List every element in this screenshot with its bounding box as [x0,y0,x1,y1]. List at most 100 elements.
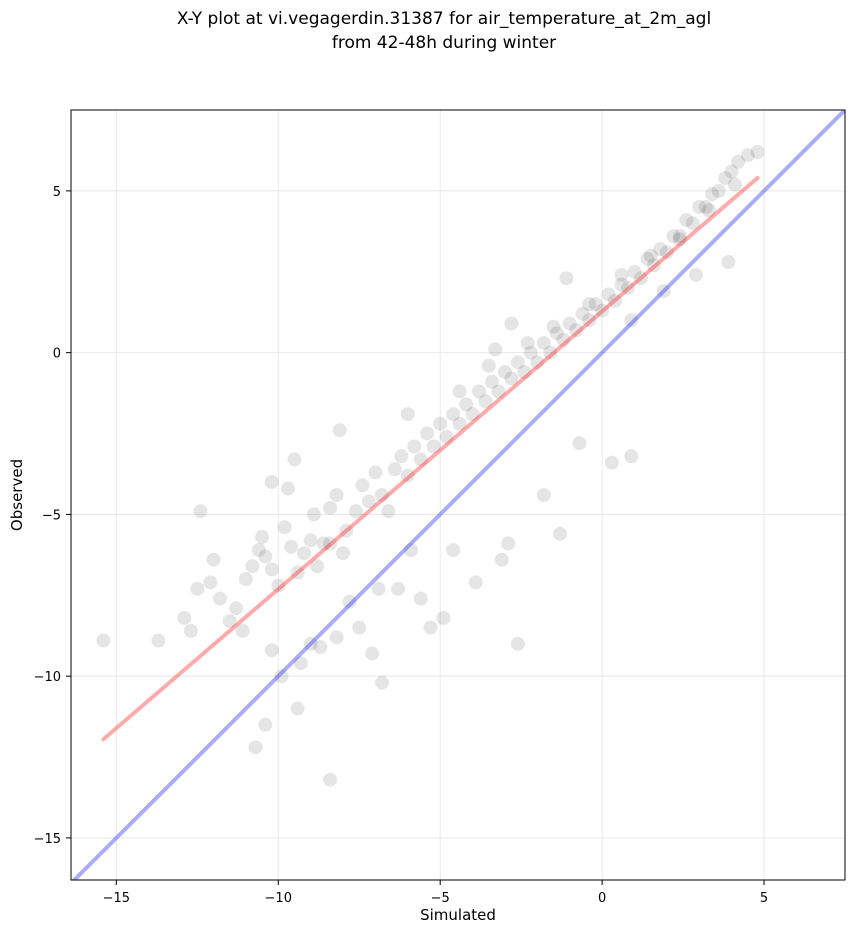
y-axis-label: Observed [8,459,26,531]
data-point [488,342,503,357]
data-point [575,306,590,321]
data-point [374,675,389,690]
data-point [705,187,720,202]
data-point [368,465,383,480]
x-tick-label: 0 [598,891,606,906]
y-tick-label: 5 [53,185,61,200]
data-point [271,578,286,593]
x-axis-ticks: −15 −10 −5 0 5 [103,880,768,906]
y-tick-label: −15 [34,832,61,847]
data-point [485,374,500,389]
data-point [352,620,367,635]
data-point [643,248,658,263]
data-point [465,407,480,422]
data-point [248,740,263,755]
data-point [491,384,506,399]
data-point [446,543,461,557]
data-point [258,717,273,732]
y-axis-ticks: −15 −10 −5 0 5 [34,185,71,847]
data-point [646,258,661,273]
data-point [303,533,318,548]
data-point [313,640,328,655]
data-point [727,177,742,192]
data-point [608,293,623,308]
data-point [582,297,597,312]
data-point [711,183,726,198]
data-point [264,562,279,577]
grid-lines [71,110,845,880]
data-point [481,358,496,373]
data-point [689,268,704,282]
data-point [245,559,260,574]
data-point [394,449,409,464]
data-point [497,365,512,380]
data-point [478,394,493,409]
data-point [672,232,687,247]
data-point [510,636,525,651]
data-point [595,303,610,318]
data-point [374,488,389,502]
data-point [413,452,428,467]
regression-line [101,175,760,742]
data-point [549,326,564,341]
y-tick-label: −10 [34,670,61,685]
data-point [446,407,461,422]
data-point [212,591,227,606]
data-point [621,280,636,295]
data-point [701,203,716,218]
data-point [640,251,655,266]
data-point [348,504,363,519]
data-point [361,494,376,509]
data-point [721,255,736,270]
data-point [229,601,244,616]
data-point [222,614,237,629]
data-point [698,200,713,215]
x-tick-label: −5 [431,891,450,906]
data-point [452,416,467,431]
data-point [718,170,733,185]
data-point [494,552,509,567]
data-point [306,507,321,522]
data-point [183,623,198,638]
data-point [206,552,221,567]
x-tick-label: −10 [265,891,292,906]
data-point [381,504,396,519]
data-point [391,581,406,596]
x-tick-label: −15 [103,891,130,906]
data-point [530,355,545,370]
data-point [672,229,687,244]
data-point [258,549,273,564]
data-point [731,154,746,169]
data-point [627,264,642,279]
data-point [400,468,415,483]
data-point [546,319,561,334]
data-point [624,313,639,328]
data-point [332,423,347,438]
data-point [420,426,435,441]
data-point [287,452,302,467]
identity-line [71,110,845,880]
data-point [290,565,305,580]
data-point [426,439,441,454]
data-point [614,277,629,292]
data-point [238,572,253,587]
data-point [342,594,357,609]
data-point [653,242,668,257]
data-point [264,643,279,658]
data-point [472,384,487,399]
data-point [601,287,616,302]
data-point [562,316,577,331]
data-point [251,543,266,557]
data-point [284,539,299,554]
data-point [329,488,344,502]
data-point [290,701,305,716]
fit-lines [71,110,845,880]
data-point [452,384,467,399]
data-point [504,371,519,386]
data-point [679,213,694,227]
data-point [190,581,205,596]
data-point [659,245,674,260]
y-tick-label: 0 [53,347,61,362]
data-point [293,656,308,671]
data-point [582,313,597,328]
